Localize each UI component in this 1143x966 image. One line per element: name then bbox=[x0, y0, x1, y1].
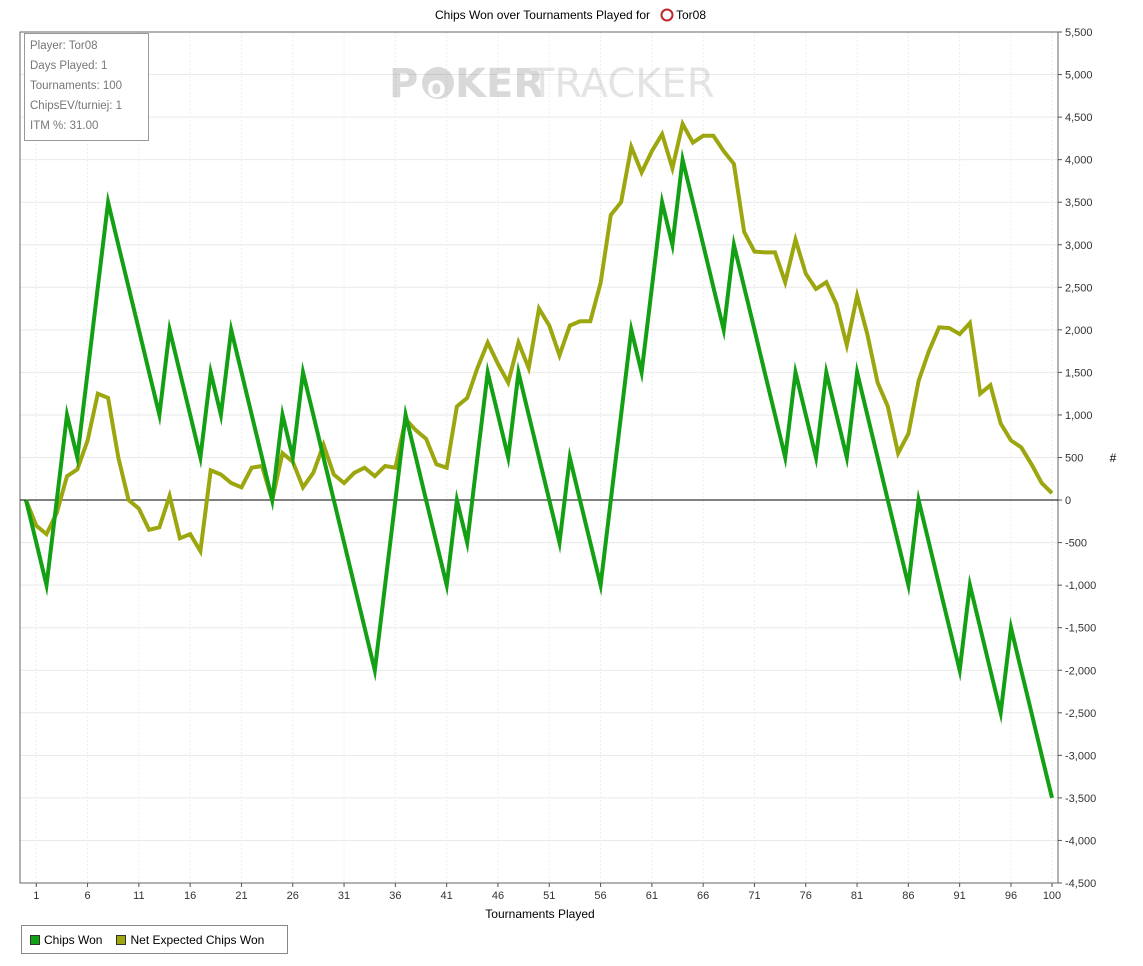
x-tick-label: 11 bbox=[133, 890, 144, 902]
legend-item-chips-won[interactable]: Chips Won bbox=[30, 933, 102, 947]
y-axis-ticks: 5,500 5,000 4,500 4,000 3,500 3,000 2,500 2,000… bbox=[1058, 27, 1096, 890]
x-tick-label: 36 bbox=[389, 890, 401, 902]
y-tick-label: 3,500 bbox=[1065, 197, 1093, 209]
y-tick-label: -1,000 bbox=[1065, 580, 1096, 592]
y-tick-label: -2,500 bbox=[1065, 708, 1096, 720]
y-tick-label: 5,000 bbox=[1065, 70, 1093, 82]
watermark-mid: KER bbox=[455, 61, 544, 107]
y-tick-label: -500 bbox=[1065, 538, 1087, 550]
watermark-chip-icon bbox=[422, 67, 454, 99]
y-tick-label: -4,500 bbox=[1065, 878, 1096, 890]
watermark-right: TRACKER bbox=[529, 61, 715, 107]
x-tick-label: 1 bbox=[33, 890, 39, 902]
x-tick-label: 96 bbox=[1005, 890, 1017, 902]
x-tick-label: 61 bbox=[646, 890, 658, 902]
y-axis-label: # bbox=[1110, 451, 1117, 465]
legend-swatch-chips-won bbox=[30, 934, 40, 945]
y-tick-label: 4,000 bbox=[1065, 155, 1093, 167]
y-tick-label: 2,500 bbox=[1065, 282, 1093, 294]
stats-itm: ITM %: 31.00 bbox=[30, 120, 99, 132]
legend-label-net-expected: Net Expected Chips Won bbox=[130, 932, 265, 947]
series-layer bbox=[24, 118, 1054, 799]
legend-label-chips-won: Chips Won bbox=[44, 932, 103, 947]
y-tick-label: -3,000 bbox=[1065, 750, 1096, 762]
player-stats-box: Player: Tor08 Days Played: 1 Tournaments… bbox=[24, 33, 149, 141]
y-tick-label: 1,500 bbox=[1065, 367, 1093, 379]
y-tick-label: -4,000 bbox=[1065, 835, 1096, 847]
x-axis-label: Tournaments Played bbox=[485, 907, 594, 921]
y-tick-label: 0 bbox=[1065, 495, 1071, 507]
y-tick-label: 2,000 bbox=[1065, 325, 1093, 337]
x-tick-label: 26 bbox=[287, 890, 299, 902]
y-tick-label: 5,500 bbox=[1065, 27, 1093, 39]
x-tick-label: 66 bbox=[697, 890, 709, 902]
chart-title: Chips Won over Tournaments Played for To… bbox=[435, 8, 706, 22]
stats-days-played: Days Played: 1 bbox=[30, 60, 108, 72]
x-tick-label: 16 bbox=[184, 890, 196, 902]
legend-item-net-expected[interactable]: Net Expected Chips Won bbox=[116, 933, 264, 947]
y-tick-label: -3,500 bbox=[1065, 793, 1096, 805]
x-tick-label: 91 bbox=[954, 890, 966, 902]
y-tick-label: -2,000 bbox=[1065, 665, 1096, 677]
legend: Chips Won Net Expected Chips Won bbox=[21, 925, 288, 954]
x-tick-label: 86 bbox=[902, 890, 914, 902]
chart-title-player: Tor08 bbox=[676, 8, 706, 22]
x-tick-label: 81 bbox=[851, 890, 863, 902]
watermark-left: P bbox=[389, 61, 418, 107]
watermark: P O KER TRACKER bbox=[389, 61, 715, 107]
x-tick-label: 46 bbox=[492, 890, 504, 902]
x-tick-label: 100 bbox=[1043, 890, 1061, 902]
y-tick-label: -1,500 bbox=[1065, 623, 1096, 635]
y-tick-label: 1,000 bbox=[1065, 410, 1093, 422]
y-tick-label: 500 bbox=[1065, 453, 1083, 465]
stats-chips-ev: ChipsEV/turniej: 1 bbox=[30, 100, 123, 112]
x-tick-label: 41 bbox=[441, 890, 453, 902]
stats-player: Player: Tor08 bbox=[30, 40, 98, 52]
legend-swatch-net-expected bbox=[116, 934, 127, 945]
watermark-chip-letter: O bbox=[427, 78, 446, 103]
x-tick-label: 51 bbox=[543, 890, 555, 902]
x-tick-label: 21 bbox=[235, 890, 247, 902]
series-line-net-expected-chips-won bbox=[24, 118, 1054, 558]
x-axis-ticks: 1 6 11 16 21 26 31 36 41 46 51 56 61 66 71 76 81 86 91 96 10… bbox=[33, 883, 1061, 902]
y-tick-label: 3,000 bbox=[1065, 240, 1093, 252]
series-line-chips-won bbox=[24, 148, 1054, 799]
x-tick-label: 76 bbox=[800, 890, 812, 902]
x-tick-label: 6 bbox=[84, 890, 90, 902]
x-tick-label: 56 bbox=[594, 890, 606, 902]
y-tick-label: 4,500 bbox=[1065, 112, 1093, 124]
stats-tournaments: Tournaments: 100 bbox=[30, 80, 123, 92]
chart-title-text: Chips Won over Tournaments Played for bbox=[435, 8, 650, 22]
x-tick-label: 71 bbox=[748, 890, 760, 902]
x-tick-label: 31 bbox=[338, 890, 350, 902]
red-pokerstars-icon bbox=[660, 8, 674, 22]
